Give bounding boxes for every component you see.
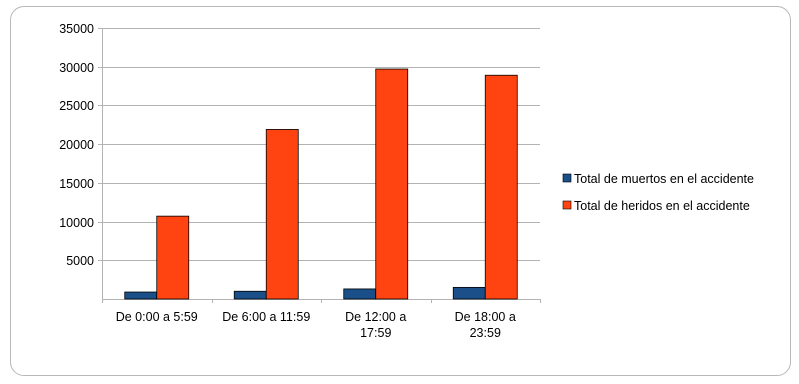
y-tick-label-5: 30000 <box>59 61 94 75</box>
x-tick-label-1: De 6:00 a 11:59 <box>222 310 310 324</box>
axes <box>102 28 541 303</box>
y-tick-label-2: 15000 <box>59 177 94 191</box>
legend: Total de muertos en el accidente Total de… <box>562 172 754 213</box>
legend-swatch-2 <box>562 200 572 210</box>
bar-series-2-cat-4 <box>484 74 518 300</box>
y-tick-label-0: 5000 <box>66 254 94 268</box>
bar-series-1-cat-1 <box>124 291 158 300</box>
bar-series-1-cat-3 <box>343 288 377 300</box>
y-tick-label-3: 20000 <box>59 138 94 152</box>
bar-series-2-cat-3 <box>375 68 409 300</box>
y-tick-label-1: 10000 <box>59 216 94 230</box>
x-tick-label-0: De 0:00 a 5:59 <box>116 310 198 324</box>
y-tick-label-4: 25000 <box>59 99 94 113</box>
bar-series-1-cat-4 <box>452 286 486 300</box>
bar-series-2-cat-2 <box>265 129 299 300</box>
legend-swatch-1 <box>562 173 572 183</box>
bars <box>124 68 518 300</box>
y-tick-label-6: 35000 <box>59 22 94 36</box>
legend-label-1: Total de muertos en el accidente <box>574 172 754 186</box>
legend-label-2: Total de heridos en el accidente <box>574 199 750 213</box>
bar-series-1-cat-2 <box>233 290 267 300</box>
bar-series-2-cat-1 <box>156 215 190 300</box>
x-tick-label-3: De 18:00 a 23:59 <box>455 310 516 340</box>
x-tick-label-2: De 12:00 a 17:59 <box>345 310 406 340</box>
y-axis-tick-labels: 5000 10000 15000 20000 25000 30000 35000 <box>59 22 94 268</box>
